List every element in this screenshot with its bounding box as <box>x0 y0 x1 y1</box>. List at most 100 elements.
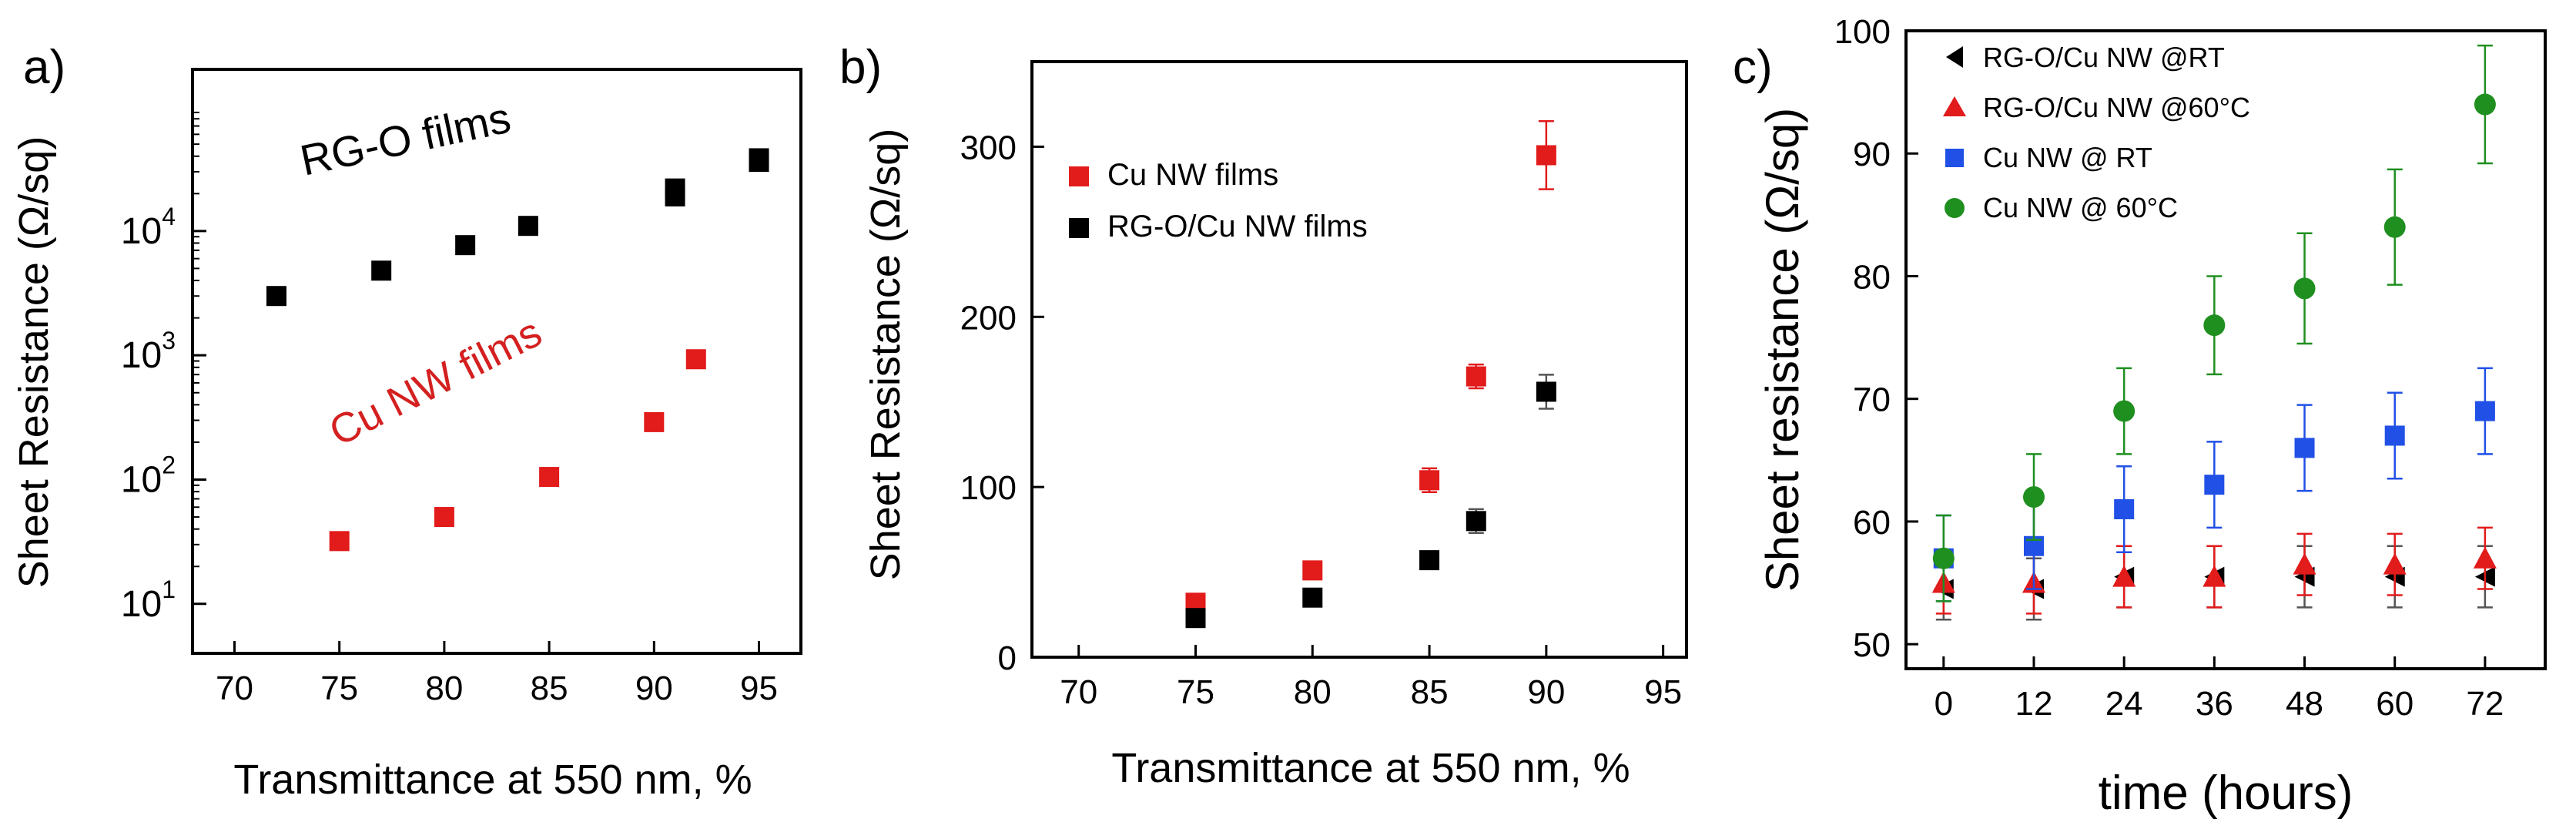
panel-c-legend-marker-rgo-rt <box>1946 46 1963 68</box>
panel-b-x-tick-label: 95 <box>1644 673 1682 711</box>
panel-c-series-3-point <box>2474 93 2496 116</box>
panel-a-markers <box>266 148 769 552</box>
panel-a-series-0-point <box>371 260 392 281</box>
panel-b-y-tick-label: 0 <box>998 639 1017 677</box>
panel-c-x-tick-label: 0 <box>1935 685 1953 723</box>
panel-c-series-1-point <box>2112 565 2136 587</box>
panel-c-series-3-point <box>2113 400 2136 422</box>
panel-b-legend-marker-cunw <box>1069 166 1089 186</box>
panel-a-y-tick-label: 104 <box>121 203 176 252</box>
panel-b-x-tick-label: 80 <box>1294 673 1332 711</box>
panel-b-markers <box>1185 120 1556 629</box>
panel-a-y-tick-label: 101 <box>121 576 176 625</box>
panel-c-series-3-point <box>2023 486 2045 508</box>
panel-a-label: a) <box>23 41 65 94</box>
panel-c-label: c) <box>1733 41 1773 94</box>
panel-c-series-1-point <box>2473 546 2497 569</box>
panel-a-series-0-point <box>455 235 476 256</box>
panel-b-legend-label-cunw: Cu NW films <box>1107 158 1278 192</box>
panel-c-legend-label-cunw-60c: Cu NW @ 60°C <box>1983 192 2178 223</box>
panel-a-x-tick-label: 90 <box>635 670 673 707</box>
panel-a-y-tick-label: 103 <box>121 327 176 376</box>
panel-a-series-1-point <box>644 411 665 432</box>
panel-b-series-0-point <box>1302 560 1323 581</box>
panel-c-legend-label-rgo-rt: RG-O/Cu NW @RT <box>1983 42 2225 73</box>
panel-b-series-1-point <box>1419 550 1440 571</box>
panel-c-series-3-point <box>2383 216 2406 238</box>
panel-a-series-0-point <box>665 178 685 199</box>
panel-b-y-tick-label: 300 <box>960 129 1017 166</box>
panel-a-x-axis-label: Transmittance at 550 nm, % <box>233 757 752 803</box>
panel-c-legend-label-rgo-60c: RG-O/Cu NW @60°C <box>1983 92 2250 123</box>
panel-b-series-1-point <box>1185 608 1206 629</box>
panel-c-x-tick-label: 60 <box>2376 685 2414 723</box>
panel-b-legend: Cu NW films RG-O/Cu NW films <box>1069 158 1368 243</box>
panel-a-ticks: 70 75 80 85 90 95 101 102 103 104 <box>121 111 778 707</box>
panel-c-series-3-point <box>2293 277 2316 300</box>
panel-a-series-1-point <box>434 507 454 528</box>
panel-b-y-tick-label: 100 <box>960 469 1017 507</box>
panel-c-x-tick-label: 24 <box>2105 685 2143 723</box>
panel-c-legend: RG-O/Cu NW @RT RG-O/Cu NW @60°C Cu NW @ … <box>1943 42 2250 223</box>
panel-a-series-1-point <box>329 531 350 552</box>
panel-c-series-1-point <box>2202 565 2226 587</box>
panel-c-x-tick-label: 48 <box>2286 685 2323 723</box>
panel-c-series-2-point <box>2294 438 2315 458</box>
panel-a-series-0-point <box>266 286 286 307</box>
panel-b-label: b) <box>839 41 882 94</box>
panel-c-y-tick-label: 80 <box>1853 258 1891 296</box>
panel-c-series-2-point <box>2114 499 2135 519</box>
panel-b-plot-frame <box>1030 60 1688 659</box>
panel-c-y-tick-label: 50 <box>1853 626 1891 664</box>
panel-c-series-2-point <box>2384 425 2405 446</box>
panel-c-markers <box>1931 44 2497 621</box>
panel-c-series-2-point <box>2204 475 2225 495</box>
panel-b-x-tick-label: 85 <box>1411 673 1449 711</box>
panel-c-plot-frame <box>1904 29 2547 670</box>
panel-a-y-axis-label: Sheet Resistance (Ω/sq) <box>11 136 57 589</box>
panel-c-series-3-point <box>1932 547 1955 569</box>
panel-b-series-1-point <box>1536 381 1556 402</box>
panel-a: a) 70 75 80 85 90 95 101 102 103 104 RG-O films C… <box>11 41 802 803</box>
panel-c-x-axis-label: time (hours) <box>2099 767 2353 820</box>
panel-b-series-1-point <box>1466 511 1486 532</box>
panel-c-legend-marker-cunw-60c <box>1945 198 1965 218</box>
panel-b-x-tick-label: 75 <box>1177 673 1214 711</box>
panel-b-x-axis-label: Transmittance at 550 nm, % <box>1111 745 1630 791</box>
panel-c-y-tick-label: 60 <box>1853 504 1891 542</box>
panel-c-legend-marker-cunw-rt <box>1945 149 1964 167</box>
panel-b: b) 70 75 80 85 90 95 0 100 200 300 Cu NW films RG… <box>839 41 1688 791</box>
panel-b-x-tick-label: 70 <box>1060 673 1097 711</box>
panel-b-y-axis-label: Sheet Resistance (Ω/sq) <box>863 129 909 581</box>
panel-c-series-2-point <box>2474 401 2495 421</box>
panel-a-x-tick-label: 75 <box>320 670 358 707</box>
panel-c-legend-label-cunw-rt: Cu NW @ RT <box>1983 142 2152 173</box>
panel-c-x-tick-label: 72 <box>2466 685 2504 723</box>
panel-a-x-tick-label: 70 <box>216 670 253 707</box>
panel-a-x-tick-label: 95 <box>740 670 778 707</box>
panel-a-series-0-point <box>518 216 538 237</box>
panel-b-series-0-point <box>1419 470 1440 491</box>
panel-b-legend-label-rgo: RG-O/Cu NW films <box>1107 210 1368 243</box>
panel-c-x-tick-label: 12 <box>2015 685 2053 723</box>
panel-a-series-0-point <box>749 148 769 169</box>
panel-c-y-tick-label: 90 <box>1853 136 1891 173</box>
panel-b-series-1-point <box>1302 587 1323 608</box>
panel-a-y-tick-label: 102 <box>121 451 176 500</box>
panel-b-legend-marker-rgo <box>1069 218 1089 238</box>
panel-b-series-0-point <box>1536 145 1556 166</box>
panel-c-y-tick-label: 100 <box>1834 13 1891 51</box>
panel-c-ticks: 0 12 24 36 48 60 72 50 60 70 80 90 100 <box>1834 13 2504 723</box>
panel-a-annotation-cunw: Cu NW films <box>322 309 549 455</box>
panel-b-y-tick-label: 200 <box>960 299 1017 337</box>
panel-c-series-3-point <box>2203 314 2226 337</box>
panel-c-y-tick-label: 70 <box>1853 381 1891 419</box>
panel-c: c) 0 12 24 36 48 60 72 50 60 70 80 90 100 RG-O/Cu NW… <box>1733 13 2547 820</box>
panel-a-x-tick-label: 85 <box>531 670 568 707</box>
panel-c-x-tick-label: 36 <box>2196 685 2233 723</box>
panel-c-series-1-point <box>2383 552 2407 575</box>
panel-c-y-axis-label: Sheet resistance (Ω/sq) <box>1757 108 1808 592</box>
panel-b-ticks: 70 75 80 85 90 95 0 100 200 300 <box>960 129 1683 711</box>
panel-a-series-1-point <box>539 467 560 488</box>
